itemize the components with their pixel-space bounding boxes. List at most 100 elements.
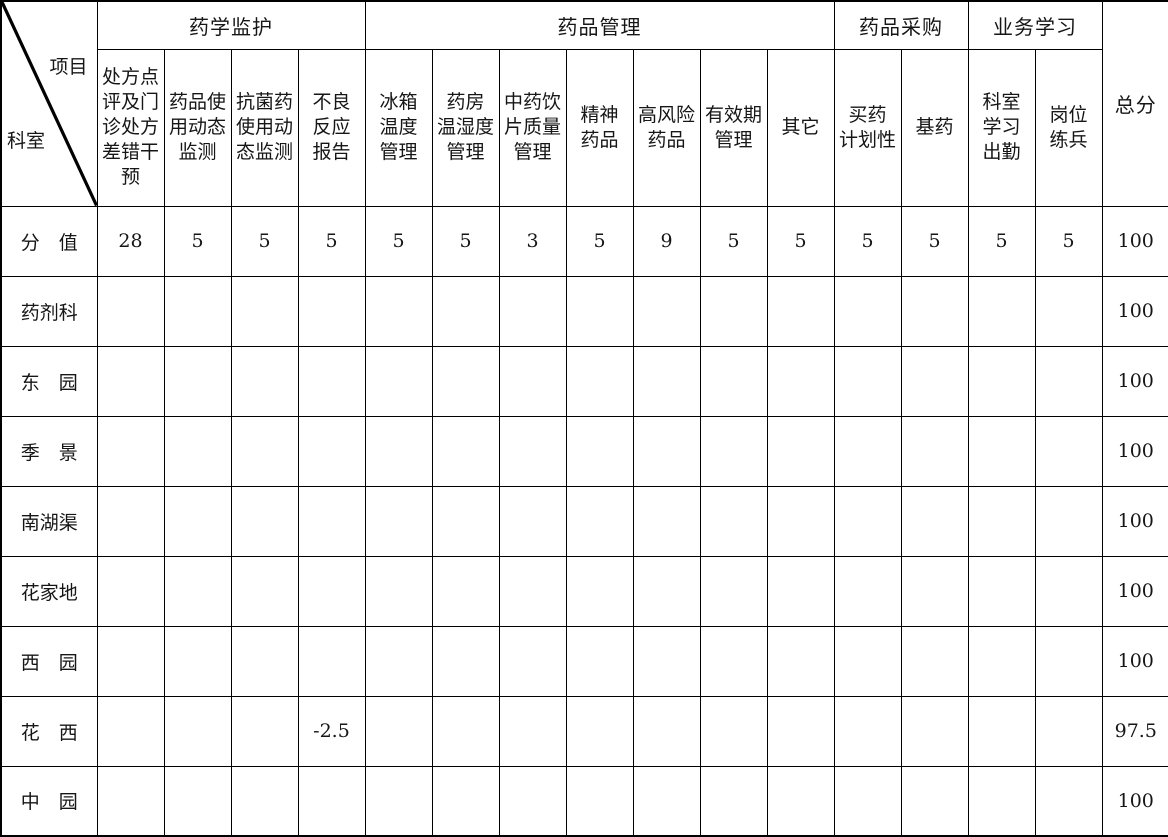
score-cell [230, 695, 299, 767]
score-cell: 5 [900, 205, 969, 277]
group-header-drug-procurement: 药品采购 [833, 0, 969, 50]
score-cell [632, 765, 701, 837]
score-cell [364, 625, 433, 697]
score-cell [96, 345, 165, 417]
score-cell [632, 695, 701, 767]
column-header-purchase-planning: 买药 计划性 [833, 48, 902, 207]
score-cell [967, 695, 1036, 767]
score-cell [230, 275, 299, 347]
score-cell [766, 625, 835, 697]
score-cell: 5 [431, 205, 500, 277]
score-cell [900, 765, 969, 837]
score-cell [230, 485, 299, 557]
table-row-jijing: 季 景 100 [0, 415, 1168, 487]
score-cell [967, 625, 1036, 697]
column-header-pharmacy-temp-humidity: 药房 温湿度 管理 [431, 48, 500, 207]
row-label: 药剂科 [0, 275, 98, 347]
score-cell [766, 695, 835, 767]
table-row-pharmacy-dept: 药剂科 100 [0, 275, 1168, 347]
score-cell [163, 765, 232, 837]
score-cell [364, 275, 433, 347]
column-header-study-attendance: 科室 学习 出勤 [967, 48, 1036, 207]
corner-label-project: 项目 [49, 56, 88, 78]
score-cell [699, 765, 768, 837]
total-cell: 100 [1101, 345, 1168, 417]
score-cell [900, 345, 969, 417]
total-cell: 100 [1101, 765, 1168, 837]
score-cell [1034, 695, 1103, 767]
column-header-prescription-review: 处方点 评及门 诊处方 差错干 预 [96, 48, 165, 207]
score-cell: 5 [833, 205, 902, 277]
score-cell: 5 [565, 205, 634, 277]
score-cell [632, 555, 701, 627]
score-cell [766, 275, 835, 347]
score-cell [967, 345, 1036, 417]
score-cell: 5 [230, 205, 299, 277]
row-label: 中 园 [0, 765, 98, 837]
table-row-huajiadi: 花家地 100 [0, 555, 1168, 627]
score-cell [297, 415, 366, 487]
score-cell: -2.5 [297, 695, 366, 767]
score-cell [364, 555, 433, 627]
column-header-expiry-management: 有效期 管理 [699, 48, 768, 207]
score-cell [1034, 555, 1103, 627]
score-cell [1034, 275, 1103, 347]
score-cell [699, 485, 768, 557]
score-cell [967, 555, 1036, 627]
column-header-psychotropic-drugs: 精神 药品 [565, 48, 634, 207]
score-cell: 5 [766, 205, 835, 277]
score-cell [297, 275, 366, 347]
total-score-header: 总分 [1101, 0, 1168, 207]
score-cell [632, 625, 701, 697]
score-cell [498, 485, 567, 557]
score-cell [498, 345, 567, 417]
group-header-drug-management: 药品管理 [364, 0, 835, 50]
score-cell: 3 [498, 205, 567, 277]
score-cell [498, 415, 567, 487]
table-row-nanhuqu: 南湖渠 100 [0, 485, 1168, 557]
score-cell [632, 415, 701, 487]
score-cell [967, 415, 1036, 487]
score-cell [766, 485, 835, 557]
diagonal-line [2, 2, 96, 205]
table-row-zhongyuan: 中 园 100 [0, 765, 1168, 837]
score-cell [900, 555, 969, 627]
row-label: 花家地 [0, 555, 98, 627]
score-cell [900, 275, 969, 347]
score-cell [163, 275, 232, 347]
score-cell: 5 [364, 205, 433, 277]
score-cell [163, 625, 232, 697]
score-cell [163, 345, 232, 417]
corner-diagonal-container: 项目 科室 [2, 2, 96, 205]
score-cell [498, 765, 567, 837]
table-row-dongyuan: 东 园 100 [0, 345, 1168, 417]
score-cell: 5 [1034, 205, 1103, 277]
score-cell [297, 625, 366, 697]
column-header-fridge-temperature: 冰箱 温度 管理 [364, 48, 433, 207]
score-cell [364, 765, 433, 837]
score-cell [699, 415, 768, 487]
score-cell [364, 485, 433, 557]
score-cell [565, 765, 634, 837]
score-cell [699, 695, 768, 767]
score-cell [833, 345, 902, 417]
score-cell [431, 415, 500, 487]
table-row-score-values: 分 值 28 5 5 5 5 5 3 5 9 5 5 5 5 5 5 100 [0, 205, 1168, 277]
column-header-drug-use-monitoring: 药品使 用动态 监测 [163, 48, 232, 207]
score-cell [699, 625, 768, 697]
total-cell: 100 [1101, 415, 1168, 487]
score-cell [96, 555, 165, 627]
score-cell: 5 [967, 205, 1036, 277]
row-label: 花 西 [0, 695, 98, 767]
score-cell [431, 625, 500, 697]
score-cell [565, 275, 634, 347]
score-cell [766, 555, 835, 627]
score-cell [833, 765, 902, 837]
score-cell [900, 485, 969, 557]
score-cell [96, 415, 165, 487]
score-cell [766, 415, 835, 487]
score-cell [230, 345, 299, 417]
group-header-row: 项目 科室 药学监护 药品管理 药品采购 业务学习 总分 [0, 0, 1168, 207]
column-header-other: 其它 [766, 48, 835, 207]
